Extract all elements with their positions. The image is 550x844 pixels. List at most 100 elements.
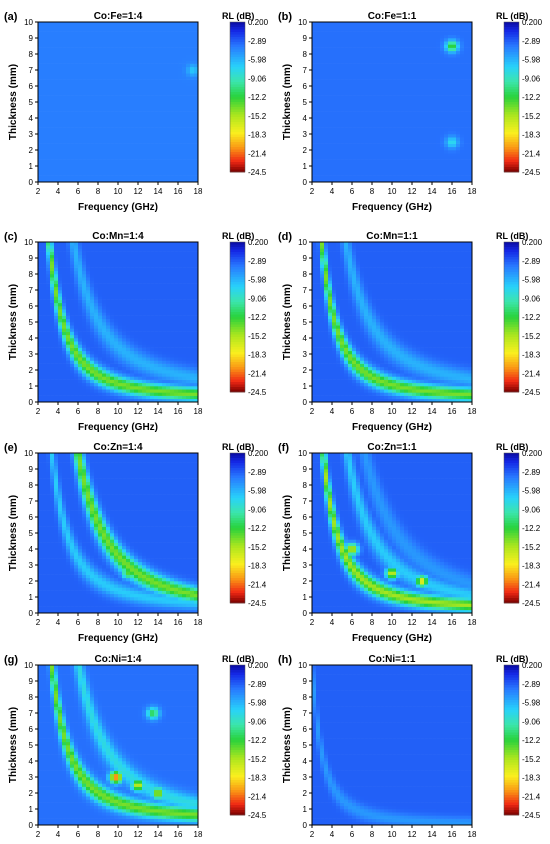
panel-0-cell bbox=[86, 70, 91, 74]
panel-0-cell bbox=[138, 150, 143, 154]
panel-0-cell bbox=[138, 73, 143, 77]
panel-1-cell bbox=[400, 92, 405, 96]
panel-2-cell bbox=[50, 277, 55, 281]
panel-0-cell bbox=[186, 166, 191, 170]
panel-1-cell bbox=[404, 79, 409, 84]
panel-1-cell bbox=[320, 102, 325, 106]
panel-0-cell bbox=[178, 47, 183, 52]
panel-1-cell bbox=[396, 169, 401, 173]
panel-0-cell bbox=[134, 108, 139, 112]
panel-1-cell bbox=[428, 82, 433, 87]
panel-1-cell bbox=[432, 44, 437, 48]
panel-0-cell bbox=[182, 130, 187, 135]
panel-0-cell bbox=[90, 143, 95, 148]
panel-0-cell bbox=[62, 130, 67, 135]
panel-1-cell bbox=[416, 28, 421, 32]
panel-1-cell bbox=[352, 105, 357, 109]
panel-1-ytick-label: 5 bbox=[303, 98, 308, 107]
panel-0-cell bbox=[158, 130, 163, 135]
panel-1-cell bbox=[428, 22, 433, 26]
panel-0-cell bbox=[154, 162, 159, 167]
panel-2-cell bbox=[58, 270, 63, 275]
panel-0-cell bbox=[170, 134, 175, 138]
panel-0-cell bbox=[182, 41, 187, 45]
panel-0-cell bbox=[138, 98, 143, 103]
panel-1-cell bbox=[344, 47, 349, 52]
panel-1-cell bbox=[428, 156, 433, 160]
panel-1-cell bbox=[412, 60, 417, 64]
panel-2-cell bbox=[38, 286, 43, 291]
panel-0-cell bbox=[66, 22, 71, 26]
panel-0-cell bbox=[106, 50, 111, 55]
panel-1-cell bbox=[372, 146, 377, 151]
panel-1-colorbar-label: -12.2 bbox=[522, 93, 541, 102]
panel-1-cell bbox=[412, 124, 417, 128]
panel-1-cell bbox=[364, 47, 369, 52]
panel-0-cell bbox=[98, 166, 103, 170]
panel-0-cell bbox=[154, 98, 159, 103]
panel-0-cell bbox=[98, 82, 103, 87]
panel-0-cell bbox=[166, 70, 171, 74]
panel-1-cell bbox=[408, 28, 413, 32]
panel-1-cell bbox=[360, 162, 365, 167]
panel-1-cell bbox=[312, 50, 317, 55]
panel-1-cell bbox=[384, 175, 389, 180]
panel-1-cell bbox=[408, 63, 413, 68]
panel-2-cell bbox=[94, 270, 99, 275]
panel-0-cell bbox=[186, 150, 191, 154]
panel-2-cell bbox=[90, 395, 95, 400]
panel-0-cell bbox=[158, 66, 163, 71]
panel-2-cell bbox=[38, 398, 43, 403]
panel-1-cell bbox=[320, 121, 325, 125]
panel-0-ytick-label: 4 bbox=[29, 114, 34, 123]
panel-1-cell bbox=[436, 143, 441, 148]
panel-0-cell bbox=[114, 114, 119, 119]
panel-0-cell bbox=[178, 166, 183, 170]
panel-1-cell bbox=[444, 111, 449, 116]
panel-1-colorbar-swatch bbox=[504, 144, 519, 148]
panel-1-cell bbox=[432, 143, 437, 148]
panel-2-cell bbox=[94, 341, 99, 345]
panel-1-cell bbox=[372, 60, 377, 64]
panel-1-cell bbox=[456, 60, 461, 64]
panel-1-cell bbox=[412, 89, 417, 93]
panel-1-cell bbox=[336, 54, 341, 58]
panel-1-cell bbox=[456, 82, 461, 87]
panel-1-cell bbox=[368, 44, 373, 48]
panel-0-cell bbox=[130, 146, 135, 151]
panel-0-cell bbox=[58, 175, 63, 180]
panel-0-cell bbox=[46, 137, 51, 141]
panel-0-cell bbox=[182, 127, 187, 132]
panel-0-cell bbox=[182, 73, 187, 77]
panel-2-cell bbox=[42, 328, 47, 332]
panel-2-cell bbox=[62, 354, 67, 358]
panel-1-cell bbox=[392, 169, 397, 173]
panel-1-cell bbox=[332, 153, 337, 157]
panel-0-cell bbox=[186, 118, 191, 122]
panel-1-cell bbox=[376, 63, 381, 68]
panel-1-cell bbox=[380, 57, 385, 61]
panel-2-cell bbox=[78, 373, 83, 377]
panel-1-cell bbox=[400, 41, 405, 45]
panel-0-cell bbox=[162, 98, 167, 103]
panel-1-cell bbox=[468, 25, 473, 29]
panel-0-cell bbox=[94, 102, 99, 106]
panel-2-cell bbox=[58, 398, 63, 403]
panel-2-cell bbox=[42, 331, 47, 336]
panel-2-cell bbox=[50, 363, 55, 368]
panel-2-cell bbox=[86, 328, 91, 332]
panel-0-cell bbox=[182, 76, 187, 80]
panel-0-cell bbox=[146, 54, 151, 58]
panel-0-cell bbox=[62, 178, 67, 183]
panel-0-cell bbox=[158, 166, 163, 170]
panel-1-cell bbox=[348, 31, 353, 36]
panel-0-cell bbox=[78, 150, 83, 154]
panel-0-cell bbox=[54, 66, 59, 71]
panel-0-cell bbox=[130, 156, 135, 160]
panel-0-colorbar-swatch bbox=[230, 89, 245, 93]
panel-2-cell bbox=[74, 334, 79, 339]
panel-0-cell bbox=[186, 137, 191, 141]
panel-1-cell bbox=[468, 60, 473, 64]
panel-1-cell bbox=[408, 95, 413, 100]
panel-0-cell bbox=[46, 127, 51, 132]
